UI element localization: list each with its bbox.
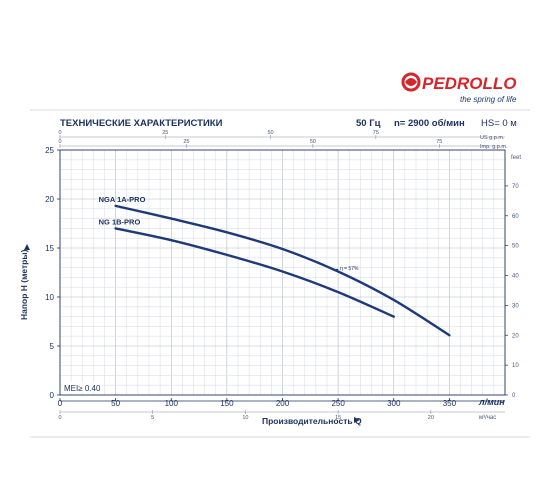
us-gpm-tick-label: 25: [162, 130, 168, 136]
y-axis-label: Напор H (метры): [19, 249, 29, 320]
logo-emblem-icon: [401, 72, 421, 92]
x-tick-label: 50: [111, 399, 120, 408]
m3h-axis-label: м³/час: [479, 415, 496, 421]
imp-gpm-tick-label: 50: [310, 139, 316, 145]
y-axis-ticks: 0 5 10 15 20 25: [45, 146, 60, 400]
series-label: NGA 1A-PRO: [99, 195, 146, 204]
us-gpm-tick-label: 50: [268, 130, 274, 136]
imp-gpm-tick-label: 75: [436, 139, 442, 145]
header-title: ТЕХНИЧЕСКИЕ ХАРАКТЕРИСТИКИ: [60, 118, 223, 129]
imp-gpm-tick-label: 25: [183, 139, 189, 145]
imp-gpm-tick-label: 0: [58, 139, 61, 145]
us-gpm-axis-label: US g.p.m.: [480, 135, 505, 141]
feet-tick-label: 0: [512, 393, 516, 399]
x-tick-label: 200: [276, 399, 290, 408]
us-gpm-tick-label: 75: [373, 130, 379, 136]
chart-grid: [60, 150, 505, 395]
y-tick-label: 5: [50, 342, 55, 351]
pedrollo-logo: PEDROLLO the spring of life: [401, 72, 517, 104]
feet-tick-label: 20: [512, 333, 519, 339]
curve-ng-1b-pro: [114, 227, 395, 318]
feet-tick-label: 30: [512, 303, 519, 309]
x-tick-label: 250: [331, 399, 345, 408]
feet-axis-label: feet: [511, 155, 521, 161]
imp-gpm-axis-label: Imp. g.p.m.: [480, 144, 508, 150]
y-tick-label: 20: [45, 195, 54, 204]
x-tick-label: 350: [443, 399, 457, 408]
x-axis-arrow-icon: [354, 417, 360, 423]
m3h-tick-label: 0: [58, 415, 61, 421]
feet-tick-label: 60: [512, 214, 519, 220]
y-tick-label: 25: [45, 146, 54, 155]
curve-nga-1a-pro: [114, 204, 451, 337]
feet-tick-label: 50: [512, 244, 519, 250]
mei-label: MEI≥ 0.40: [64, 384, 101, 393]
header-frequency: 50 Гц: [356, 118, 381, 129]
efficiency-point: [335, 268, 339, 272]
y-tick-label: 0: [50, 391, 55, 400]
x-tick-label: 100: [165, 399, 179, 408]
plot-frame: [59, 149, 506, 396]
pump-curves: NGA 1A-PRO NG 1B-PRO: [99, 195, 451, 337]
m3h-tick-label: 20: [428, 415, 434, 421]
brand-tagline: the spring of life: [460, 95, 517, 104]
feet-tick-label: 40: [512, 274, 519, 280]
m3h-tick-label: 5: [151, 415, 154, 421]
us-gpm-tick-label: 0: [58, 130, 61, 136]
y-axis-arrow-icon: [24, 244, 30, 250]
header-speed: n= 2900 об/мин: [394, 118, 465, 129]
m3h-tick-label: 15: [335, 415, 341, 421]
m3h-tick-label: 10: [242, 415, 248, 421]
x-tick-label: 0: [58, 399, 63, 408]
brand-name: PEDROLLO: [422, 74, 516, 93]
efficiency-label: η = 57%: [340, 266, 359, 272]
series-label: NG 1B-PRO: [99, 217, 141, 226]
x-axis-label: Производительность Q: [262, 416, 362, 426]
y-tick-label: 15: [45, 244, 54, 253]
x-tick-label: 300: [387, 399, 401, 408]
header-hs: HS= 0 м: [481, 118, 517, 129]
m3h-axis-ticks: 0 5 10 15 20: [58, 410, 505, 421]
x-axis-ticks: 0 50 100 150 200 250 300 350: [58, 398, 505, 408]
top-secondary-axes: 0 25 50 75 US g.p.m. 0 25 50 75 Imp. g.p.m.: [58, 130, 508, 150]
mei-badge: MEI≥ 0.40: [62, 382, 102, 393]
x-tick-label: 150: [220, 399, 234, 408]
feet-axis-ticks: 0 10 20 30 40 50 60 70: [505, 184, 519, 399]
feet-tick-label: 70: [512, 184, 519, 190]
efficiency-annotation: η = 57%: [335, 266, 359, 272]
y-tick-label: 10: [45, 293, 54, 302]
feet-tick-label: 10: [512, 363, 519, 369]
x-axis-unit: л/мин: [478, 397, 505, 407]
